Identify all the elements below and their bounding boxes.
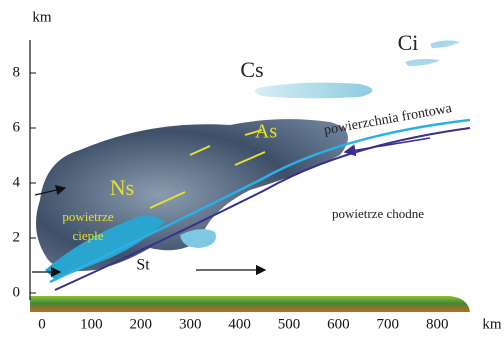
cirrus xyxy=(430,40,460,48)
y-ticks: 0 2 4 6 8 xyxy=(13,64,37,300)
y-tick-label: 8 xyxy=(13,64,21,80)
front-diagram: 0 2 4 6 8 0 100 200 300 400 500 600 700 800 km km Ci… xyxy=(0,0,504,345)
cold-air-label: powietrze chodne xyxy=(332,206,424,221)
warm-air-label: powietrze xyxy=(62,209,113,224)
x-tick-label: 800 xyxy=(426,316,449,332)
ground xyxy=(30,296,470,312)
y-tick-label: 2 xyxy=(13,229,21,245)
x-tick-label: 300 xyxy=(179,316,202,332)
cirrus xyxy=(405,59,440,66)
label-ci: Ci xyxy=(398,30,419,55)
y-tick-label: 6 xyxy=(13,119,21,135)
label-ns: Ns xyxy=(110,175,134,200)
y-tick-label: 0 xyxy=(13,284,21,300)
x-tick-label: 500 xyxy=(278,316,301,332)
x-tick-label: 100 xyxy=(80,316,103,332)
label-as: As xyxy=(255,121,277,143)
warm-air-label: ciepłe xyxy=(72,228,103,243)
x-tick-label: 700 xyxy=(377,316,400,332)
x-tick-label: 400 xyxy=(228,316,251,332)
y-tick-label: 4 xyxy=(13,174,21,190)
x-unit: km xyxy=(482,316,502,332)
x-ticks: 0 100 200 300 400 500 600 700 800 xyxy=(38,316,448,332)
x-tick-label: 600 xyxy=(327,316,350,332)
label-cs: Cs xyxy=(240,57,263,82)
y-unit: km xyxy=(32,9,52,25)
x-tick-label: 200 xyxy=(130,316,153,332)
label-st: St xyxy=(136,257,150,274)
x-tick-label: 0 xyxy=(38,316,46,332)
cirrostratus xyxy=(255,83,373,99)
